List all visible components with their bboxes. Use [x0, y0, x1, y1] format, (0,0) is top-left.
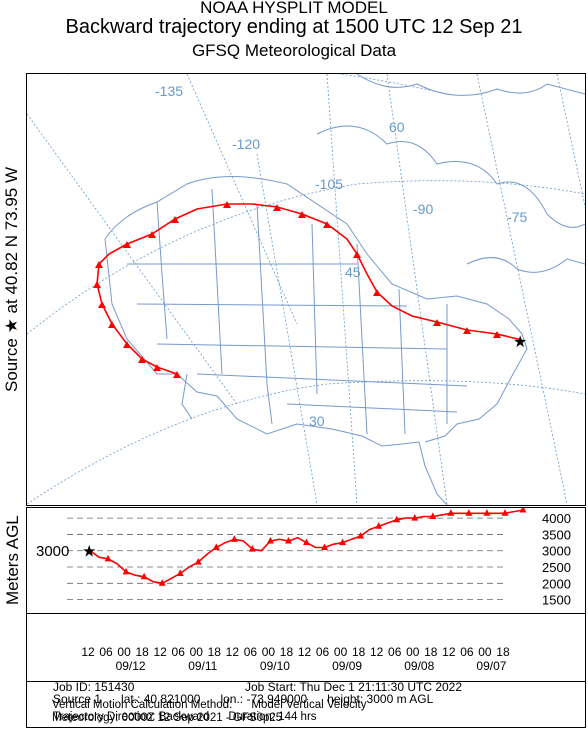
y-tick-label: 2000 — [542, 576, 571, 591]
map-panel: -135 -120 -105 -90 -75 60 45 30 ★ — [26, 73, 586, 506]
y-tick-label: 3500 — [542, 527, 571, 542]
x-tick-label: 18 — [280, 645, 294, 659]
data-point — [194, 558, 202, 565]
date-label: 09/08 — [404, 659, 434, 673]
y-tick-label: 3000 — [542, 544, 571, 559]
x-tick-label: 12 — [153, 645, 167, 659]
x-tick-label: 18 — [135, 645, 149, 659]
x-tick-label: 06 — [244, 645, 258, 659]
source-info: Source 1 lat.: 40.821000 lon.: -73.94900… — [53, 692, 434, 706]
profile-y-label: Meters AGL — [3, 515, 22, 605]
start-height-label: 3000 — [36, 543, 70, 560]
graticule-label: 60 — [389, 119, 405, 135]
data-point — [501, 509, 509, 516]
x-tick-label: 12 — [370, 645, 384, 659]
data-point — [447, 509, 455, 516]
data-point — [339, 538, 347, 546]
profile-gridlines — [67, 517, 507, 600]
data-point — [303, 538, 310, 546]
x-tick-label: 06 — [172, 645, 186, 659]
x-tick-label: 00 — [334, 645, 348, 659]
trajectory-markers — [93, 201, 501, 378]
y-tick-label: 1500 — [542, 593, 571, 608]
data-point — [375, 522, 383, 529]
y-tick-label: 4000 — [542, 511, 571, 526]
date-label: 09/12 — [116, 659, 146, 673]
vertical-method: Vertical Motion Calculation Method: Mode… — [52, 699, 367, 711]
data-point — [357, 532, 365, 539]
x-tick-label: 18 — [496, 645, 510, 659]
trajectory-path — [96, 203, 523, 375]
date-label: 09/07 — [476, 659, 506, 673]
profile-markers: ★ — [82, 508, 527, 586]
data-point — [519, 508, 527, 513]
data-point — [158, 579, 166, 586]
data-point — [483, 509, 491, 516]
x-tick-label: 00 — [478, 645, 492, 659]
data-point — [248, 545, 256, 552]
graticule-label: -75 — [507, 209, 527, 225]
data-point — [212, 543, 220, 550]
job-id: Job ID: 151430 — [53, 680, 135, 694]
graticule-label: -135 — [155, 83, 183, 99]
graticule-label: 45 — [345, 264, 361, 280]
job-start: Job Start: Thu Dec 1 21:11:30 UTC 2022 — [245, 680, 463, 694]
x-tick-label: 12 — [298, 645, 312, 659]
x-tick-label: 18 — [208, 645, 222, 659]
graticule-label: -120 — [232, 136, 260, 152]
x-tick-label: 12 — [226, 645, 240, 659]
time-axis-panel: 12 06 00 18 12 06 00 18 12 06 00 18 12 06 00 18 12 06 00 18… — [26, 614, 586, 682]
x-tick-label: 12 — [442, 645, 456, 659]
trajectory-direction: Trajectory Direction: Backward Duration:… — [53, 711, 317, 723]
source-star-icon: ★ — [513, 334, 527, 351]
x-tick-label: 06 — [460, 645, 474, 659]
map-borders — [104, 74, 585, 505]
date-label: 09/09 — [332, 659, 362, 673]
data-point — [104, 554, 112, 562]
x-tick-label: 18 — [352, 645, 366, 659]
source-label: Source ★ at 40.82 N 73.95 W — [2, 166, 21, 392]
data-point — [266, 536, 274, 544]
data-point — [465, 509, 473, 516]
title-line-3: GFSQ Meteorological Data — [191, 41, 397, 60]
graticule-label: 30 — [309, 413, 325, 429]
map-graticule — [27, 74, 585, 505]
x-tick-label: 00 — [117, 645, 131, 659]
data-point — [176, 569, 184, 577]
meteorology-info: Meteorology: 0000Z 12 Sep 2021 - GFS0p25 — [52, 712, 283, 724]
graticule-label: -90 — [413, 201, 433, 217]
x-tick-label: 12 — [81, 645, 95, 659]
x-tick-label: 00 — [406, 645, 420, 659]
info-panel: Job ID: 151430 Job Start: Thu Dec 1 21:1… — [26, 680, 586, 728]
series-height-line — [89, 509, 524, 585]
date-label: 09/10 — [260, 659, 290, 673]
x-tick-label: 06 — [99, 645, 113, 659]
x-tick-label: 00 — [190, 645, 204, 659]
time-axis: 12 06 00 18 12 06 00 18 12 06 00 18 12 06 00 18 12 06 00 18… — [81, 645, 510, 673]
data-point — [122, 567, 130, 575]
x-tick-label: 18 — [424, 645, 438, 659]
profile-panel: 1500 2000 2500 3000 3500 4000 ★ — [26, 507, 586, 614]
title-line-2: Backward trajectory ending at 1500 UTC 1… — [65, 16, 523, 38]
data-point — [230, 535, 238, 542]
data-point — [140, 572, 148, 580]
data-point — [393, 515, 401, 523]
data-point — [411, 514, 419, 521]
x-tick-label: 00 — [262, 645, 276, 659]
start-star-icon: ★ — [82, 544, 96, 561]
title-line-1: NOAA HYSPLIT MODEL — [200, 0, 388, 17]
date-label: 09/11 — [188, 659, 217, 673]
graticule-label: -105 — [315, 176, 343, 192]
y-tick-label: 2500 — [542, 560, 571, 575]
data-point — [321, 543, 329, 550]
data-point — [429, 512, 437, 520]
trajectory-map: -135 -120 -105 -90 -75 60 45 30 ★ — [27, 74, 585, 505]
data-point — [284, 536, 292, 544]
x-tick-label: 06 — [316, 645, 330, 659]
x-tick-label: 06 — [388, 645, 402, 659]
